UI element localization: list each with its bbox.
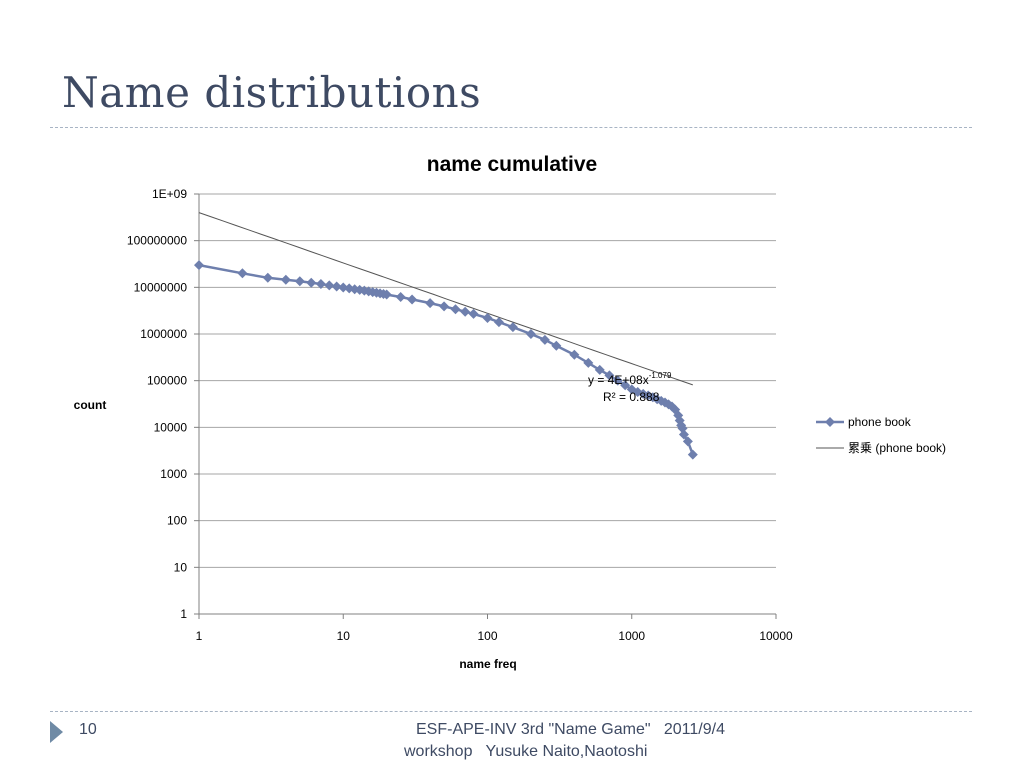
data-point-marker	[620, 380, 631, 391]
data-point-marker	[381, 289, 392, 300]
x-axis-label: name freq	[459, 657, 516, 671]
axes: 1 10 100 1000 10000 100000 1000000 10000000 1000…	[127, 187, 793, 643]
series-line-phone-book	[198, 263, 694, 456]
x-tick-label: 10000	[759, 629, 793, 643]
y-tick-label: 100000000	[127, 234, 187, 248]
y-tick-label: 10	[174, 560, 188, 574]
data-point-marker	[569, 349, 580, 360]
footer-divider	[50, 711, 972, 712]
r-squared-label: R² = 0.888	[603, 390, 660, 404]
data-point-marker	[460, 306, 471, 317]
data-point-marker	[551, 340, 562, 351]
data-point-marker	[280, 274, 291, 285]
data-point-marker	[525, 329, 536, 339]
y-tick-label: 10000000	[134, 280, 188, 294]
data-point-marker	[507, 322, 518, 333]
footer-line-2: workshop Yusuke Naito,Naotoshi	[404, 743, 648, 760]
x-tick-label: 1	[196, 629, 203, 643]
data-point-marker	[539, 334, 550, 345]
trendline-equation: y = 4E+08x-1.079	[588, 371, 672, 387]
chart-title: name cumulative	[427, 153, 597, 176]
log-log-chart: 1 10 100 1000 10000 100000 1000000 10000000 1000…	[74, 153, 946, 671]
legend-label-trendline: 累乗 (phone book)	[848, 441, 946, 455]
legend-label-phone-book: phone book	[848, 415, 912, 429]
y-tick-label: 10000	[154, 420, 188, 434]
equation-base: y = 4E+08x	[588, 373, 649, 387]
footer-text: ESF-APE-INV 3rd "Name Game" 2011/9/4 wor…	[404, 719, 824, 763]
footer-line-1: ESF-APE-INV 3rd "Name Game" 2011/9/4	[416, 721, 725, 738]
data-point-marker	[682, 436, 693, 447]
slide-number: 10	[79, 721, 97, 738]
slide-title: Name distributions	[62, 68, 482, 117]
title-divider	[50, 127, 972, 128]
y-tick-label: 100000	[147, 374, 187, 388]
data-point-marker	[315, 278, 326, 289]
data-point-marker	[194, 260, 204, 271]
data-point-marker	[425, 298, 436, 309]
x-tick-label: 10	[337, 629, 351, 643]
series-phone-book	[194, 260, 698, 460]
data-point-marker	[687, 449, 698, 460]
y-tick-label: 100	[167, 514, 187, 528]
triangle-bullet-icon	[50, 721, 63, 743]
data-point-marker	[262, 272, 273, 283]
y-tick-label: 1E+09	[152, 187, 187, 201]
data-point-marker	[439, 301, 450, 312]
data-point-marker	[237, 268, 248, 279]
x-tick-label: 100	[477, 629, 497, 643]
data-point-marker	[594, 364, 605, 375]
data-point-marker	[678, 429, 689, 440]
data-point-marker	[468, 308, 479, 319]
trendline	[198, 212, 693, 386]
x-tick-label: 1000	[618, 629, 645, 643]
y-axis-label: count	[74, 398, 107, 412]
data-point-marker	[482, 313, 493, 324]
equation-exponent: -1.079	[649, 371, 672, 380]
data-point-marker	[493, 317, 504, 328]
data-point-marker	[324, 280, 335, 291]
data-point-marker	[604, 370, 615, 381]
data-point-marker	[450, 304, 461, 315]
trendline-group	[198, 212, 693, 386]
data-point-marker	[338, 282, 349, 293]
data-point-marker	[294, 276, 305, 287]
data-point-marker	[306, 277, 317, 288]
data-point-marker	[612, 375, 623, 386]
data-point-marker	[583, 357, 594, 368]
y-tick-label: 1000000	[140, 327, 187, 341]
data-point-marker	[407, 294, 418, 305]
gridlines	[199, 193, 776, 568]
y-tick-label: 1	[180, 607, 187, 621]
data-point-marker	[395, 292, 406, 303]
y-tick-label: 1000	[160, 467, 187, 481]
legend: phone book 累乗 (phone book)	[816, 415, 946, 455]
legend-marker-phone-book	[825, 417, 835, 427]
data-point-marker	[331, 281, 342, 292]
